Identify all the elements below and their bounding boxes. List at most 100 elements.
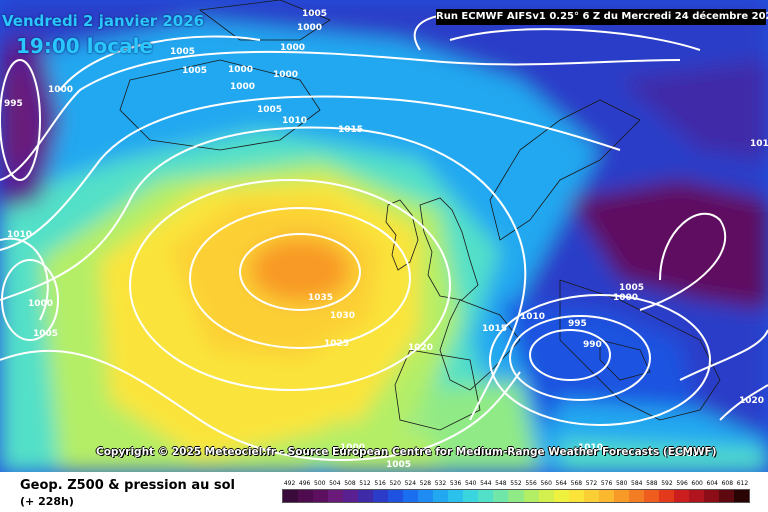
legend-swatch: [283, 490, 299, 502]
legend-swatch: [433, 490, 449, 502]
pressure-label: 1000: [228, 65, 254, 75]
legend-tick-label: 592: [661, 480, 673, 487]
legend-tick-label: 588: [646, 480, 658, 487]
pressure-label: 1010: [282, 116, 308, 126]
pressure-label: 1005: [170, 47, 196, 57]
legend-swatch: [598, 490, 614, 502]
pressure-label: 990: [583, 340, 602, 350]
legend-swatch: [373, 490, 389, 502]
legend-swatch: [538, 490, 554, 502]
pressure-label: 1000: [280, 43, 306, 53]
pressure-label: 1000: [28, 299, 54, 309]
pressure-label: 1010: [578, 443, 604, 453]
forecast-date: Vendredi 2 janvier 2026: [2, 12, 205, 30]
forecast-map: 1005 1005 1000 1000 1005 1000 1000 1000 …: [0, 0, 768, 472]
pressure-label: 1020: [408, 343, 434, 353]
legend-ticks: 492 496 500 504 508 512 516 520 524 528 532 536 540 5…: [282, 480, 750, 490]
legend-swatch: [493, 490, 509, 502]
legend-swatch: [703, 490, 719, 502]
legend-tick-label: 492: [283, 480, 296, 487]
pressure-label: 1005: [257, 105, 283, 115]
legend-swatch: [463, 490, 479, 502]
legend-tick-label: 516: [374, 480, 386, 487]
copyright-notice: Copyright © 2025 Meteociel.fr - Source E…: [96, 446, 717, 458]
pressure-label: 1005: [619, 283, 645, 293]
legend-swatch: [388, 490, 404, 502]
legend-swatch: [328, 490, 344, 502]
pressure-label: 1005: [386, 460, 412, 470]
pressure-label: 1000: [613, 293, 639, 303]
legend-tick-label: 596: [676, 480, 688, 487]
pressure-label: 995: [568, 319, 587, 329]
legend-tick-label: 604: [706, 480, 718, 487]
pressure-label: 1000: [273, 70, 299, 80]
legend-swatch: [733, 490, 749, 502]
legend-tick-label: 540: [464, 480, 477, 487]
legend-tick-label: 568: [570, 480, 583, 487]
forecast-time: 19:00 locale: [16, 34, 153, 58]
pressure-label: 1015: [482, 324, 508, 334]
legend-swatch: [658, 490, 674, 502]
legend-tick-label: 524: [404, 480, 417, 487]
legend-tick-label: 552: [510, 480, 522, 487]
legend-swatch: [568, 490, 584, 502]
legend-swatch: [553, 490, 569, 502]
pressure-label: 1020: [739, 396, 765, 406]
legend-swatch: [313, 490, 329, 502]
pressure-label: 1010: [520, 312, 546, 322]
chart-title: Geop. Z500 & pression au sol: [20, 478, 235, 493]
legend-swatch: [508, 490, 524, 502]
legend-swatch: [718, 490, 734, 502]
pressure-label: 1005: [302, 9, 328, 19]
legend-tick-label: 556: [525, 480, 537, 487]
legend-tick-label: 536: [449, 480, 462, 487]
legend-swatch: [673, 490, 689, 502]
pressure-label: 1000: [340, 443, 366, 453]
legend-tick-label: 548: [495, 480, 507, 487]
pressure-label: 1005: [182, 66, 208, 76]
legend-tick-label: 584: [631, 480, 643, 487]
pressure-label: 1000: [230, 82, 256, 92]
legend-swatch: [343, 490, 359, 502]
legend-tick-label: 600: [691, 480, 703, 487]
pressure-label: 1010: [750, 139, 768, 149]
legend-swatch: [298, 490, 314, 502]
color-scale-legend: 492 496 500 504 508 512 516 520 524 528 532 536 540 5…: [282, 480, 750, 506]
pressure-label: 1025: [324, 339, 350, 349]
legend-swatch: [448, 490, 464, 502]
geopotential-field: [0, 0, 768, 472]
pressure-label: 995: [4, 99, 23, 109]
legend-tick-label: 608: [721, 480, 734, 487]
legend-tick-label: 572: [585, 480, 598, 487]
pressure-label: 1005: [33, 329, 59, 339]
legend-swatch: [643, 490, 659, 502]
legend-tick-label: 500: [314, 480, 326, 487]
pressure-label: 1015: [338, 125, 364, 135]
pressure-label: 1035: [308, 293, 334, 303]
legend-swatch: [523, 490, 539, 502]
forecast-lead-time: (+ 228h): [20, 495, 74, 508]
legend-tick-label: 576: [600, 480, 613, 487]
legend-tick-label: 612: [736, 480, 749, 487]
legend-tick-label: 580: [615, 480, 628, 487]
legend-swatch: [628, 490, 644, 502]
legend-color-bar: [282, 489, 750, 503]
legend-tick-label: 496: [298, 480, 311, 487]
legend-tick-label: 520: [389, 480, 401, 487]
legend-swatch: [403, 490, 419, 502]
pressure-label: 1015: [674, 449, 700, 459]
pressure-labels: 1005 1005 1000 1000 1005 1000 1000 1000 …: [4, 9, 768, 470]
model-run-label: Run ECMWF AIFSv1 0.25° 6 Z du Mercredi 2…: [436, 9, 768, 25]
isobars: [0, 12, 768, 461]
legend-tick-label: 564: [555, 480, 567, 487]
legend-swatch: [418, 490, 434, 502]
legend-tick-label: 560: [540, 480, 552, 487]
legend-tick-label: 512: [359, 480, 371, 487]
legend-swatch: [358, 490, 374, 502]
legend-tick-label: 544: [480, 480, 492, 487]
legend-tick-label: 532: [434, 480, 447, 487]
coastlines: [119, 0, 721, 431]
pressure-label: 1000: [297, 23, 323, 33]
legend-tick-label: 508: [344, 480, 356, 487]
pressure-label: 1000: [48, 85, 74, 95]
